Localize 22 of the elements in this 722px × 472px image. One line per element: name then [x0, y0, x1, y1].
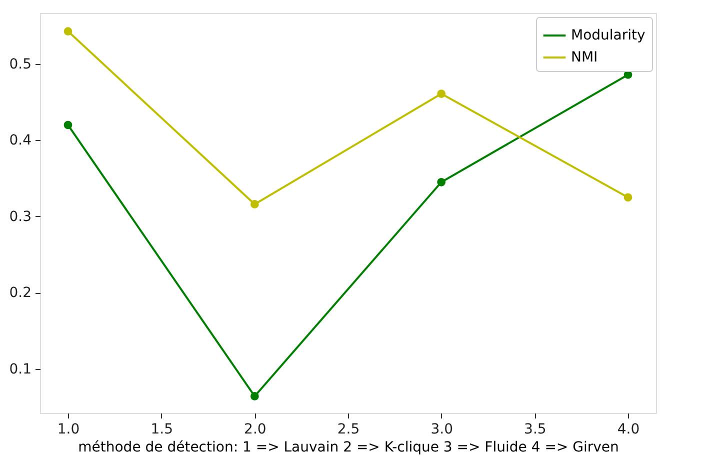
point	[64, 120, 72, 130]
point	[64, 27, 72, 36]
point	[250, 200, 259, 208]
x-tick-label: 2.5	[337, 422, 360, 438]
x-tick-label: 2.0	[244, 422, 266, 438]
legend-label: Modularity	[571, 28, 646, 44]
x-axis-title: méthode de détection: 1 => Lauvain 2 => K-clique 3 => Fluide 4 => Girven	[78, 440, 619, 456]
y-tick-label: 0.2	[9, 285, 32, 302]
y-tick-label: 0.3	[9, 208, 32, 225]
x-tick-label: 1.5	[150, 422, 173, 438]
x-tick-label: 3.5	[524, 422, 546, 438]
x-tick-label: 4.0	[617, 422, 640, 438]
y-tick-label: 0.1	[9, 361, 32, 378]
y-tick-label: 0.5	[9, 56, 32, 73]
point	[250, 392, 259, 400]
point	[624, 193, 632, 202]
x-tick-label: 3.0	[430, 422, 453, 438]
y-tick-label: 0.4	[9, 132, 32, 149]
point	[437, 178, 446, 186]
x-tick-label: 1.0	[57, 422, 80, 438]
legend-label: NMI	[571, 50, 598, 66]
point	[437, 90, 446, 98]
